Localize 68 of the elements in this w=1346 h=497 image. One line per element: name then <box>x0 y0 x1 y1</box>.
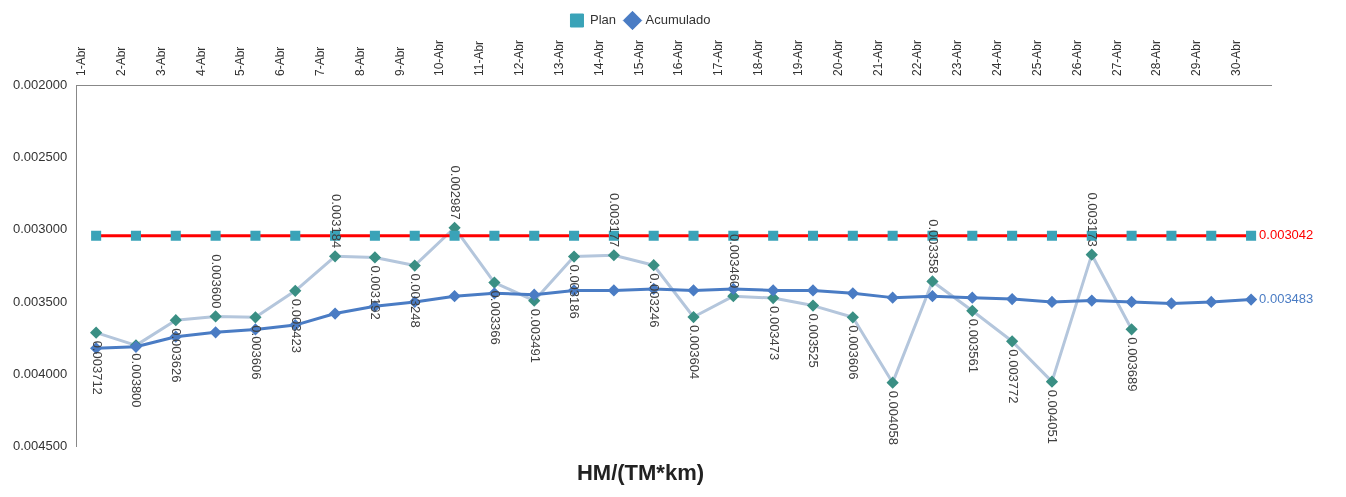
x-tick-label: 25-Abr <box>1029 39 1044 77</box>
x-tick-label: 20-Abr <box>830 39 845 77</box>
x-tick-label: 10-Abr <box>432 39 447 77</box>
y-tick-label: 0.002000 <box>12 76 68 92</box>
x-tick-label: 18-Abr <box>751 39 766 77</box>
x-tick-label: 16-Abr <box>671 39 686 77</box>
data-label: 0.003173 <box>1085 192 1101 247</box>
x-tick-label: 6-Abr <box>273 46 288 77</box>
x-tick-label: 26-Abr <box>1069 39 1084 77</box>
data-label: 0.003246 <box>647 273 663 328</box>
x-tick-label: 15-Abr <box>631 39 646 77</box>
x-tick-label: 28-Abr <box>1149 39 1164 77</box>
x-tick-label: 11-Abr <box>472 40 487 77</box>
data-label: 0.003712 <box>89 340 105 395</box>
data-label: 0.003186 <box>567 264 583 319</box>
x-tick-label: 21-Abr <box>870 39 885 77</box>
data-label: 0.004051 <box>1045 389 1061 444</box>
data-label: 0.003772 <box>1005 349 1021 404</box>
y-tick-label: 0.003000 <box>12 221 68 237</box>
x-tick-label: 4-Abr <box>193 46 208 77</box>
x-tick-label: 8-Abr <box>352 46 367 77</box>
x-tick-label: 24-Abr <box>990 39 1005 77</box>
x-tick-label: 13-Abr <box>551 39 566 77</box>
data-label: 0.003525 <box>806 313 822 368</box>
legend-label: Plan <box>589 12 616 28</box>
x-tick-label: 2-Abr <box>113 46 128 77</box>
data-label: 0.003626 <box>169 328 185 383</box>
x-tick-label: 29-Abr <box>1189 39 1204 77</box>
x-tick-label: 22-Abr <box>910 39 925 77</box>
data-label: 0.003689 <box>1125 337 1141 392</box>
data-label: 0.002987 <box>447 165 463 220</box>
data-label: 0.003042 <box>1259 227 1314 243</box>
data-label: 0.003606 <box>846 325 862 380</box>
data-label: 0.003423 <box>288 298 304 354</box>
data-label: 0.003184 <box>328 194 344 249</box>
data-label: 0.003483 <box>1259 291 1314 307</box>
x-tick-label: 5-Abr <box>233 46 248 77</box>
data-label: 0.003248 <box>408 273 424 328</box>
y-tick-label: 0.002500 <box>12 148 68 164</box>
y-tick-label: 0.004000 <box>12 365 68 381</box>
text: HM/(TM*km) <box>576 459 705 485</box>
data-label: 0.003366 <box>487 290 503 345</box>
data-label: 0.003177 <box>607 193 623 248</box>
x-tick-label: 30-Abr <box>1229 39 1243 77</box>
data-label: 0.003604 <box>686 325 702 380</box>
y-tick-label: 0.003500 <box>12 293 68 309</box>
x-tick-label: 3-Abr <box>153 46 168 77</box>
x-tick-label: 1-Abr <box>74 46 89 77</box>
x-tick-label: 7-Abr <box>313 46 327 77</box>
x-tick-label: 9-Abr <box>392 46 407 77</box>
x-tick-label: 12-Abr <box>512 39 527 77</box>
x-tick-label: 23-Abr <box>950 39 965 77</box>
x-tick-label: 19-Abr <box>790 39 805 77</box>
data-label: 0.003606 <box>248 325 264 380</box>
x-tick-label: 14-Abr <box>591 39 606 77</box>
data-label: 0.003561 <box>965 318 981 374</box>
data-label: 0.003358 <box>925 219 941 274</box>
x-tick-label: 27-Abr <box>1109 39 1124 77</box>
data-label: 0.003800 <box>129 353 145 408</box>
data-label: 0.003491 <box>527 308 543 363</box>
data-label: 0.003600 <box>209 254 225 309</box>
data-label: 0.004058 <box>886 390 902 445</box>
x-tick-label: 17-Abr <box>711 39 726 77</box>
data-label: 0.003473 <box>766 306 782 361</box>
data-label: 0.003460 <box>726 233 742 289</box>
data-label: 0.003192 <box>368 265 384 320</box>
y-tick-label: 0.004500 <box>12 438 68 454</box>
legend-label: Acumulado <box>645 12 711 28</box>
